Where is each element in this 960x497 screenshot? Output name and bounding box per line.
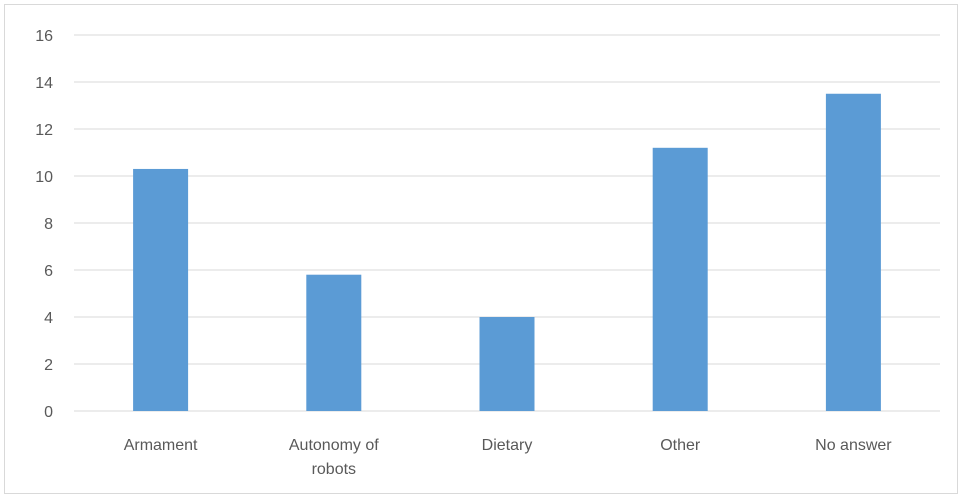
x-category-label: Other	[660, 437, 701, 454]
y-tick-label: 12	[35, 122, 53, 139]
y-tick-label: 10	[35, 169, 53, 186]
bar	[479, 317, 535, 411]
bar	[306, 274, 362, 411]
x-category-label: No answer	[815, 437, 892, 454]
x-category-label: Dietary	[482, 437, 533, 454]
y-tick-label: 6	[44, 263, 53, 280]
y-tick-label: 4	[44, 310, 53, 327]
y-tick-label: 16	[35, 28, 53, 45]
y-tick-label: 0	[44, 404, 53, 421]
y-tick-label: 2	[44, 357, 53, 374]
bar	[825, 93, 881, 411]
x-category-label: robots	[312, 461, 356, 478]
y-tick-label: 8	[44, 216, 53, 233]
y-tick-label: 14	[35, 75, 53, 92]
bar	[133, 168, 189, 411]
x-category-label: Armament	[124, 437, 198, 454]
x-category-label: Autonomy of	[289, 437, 379, 454]
bar	[652, 147, 708, 412]
